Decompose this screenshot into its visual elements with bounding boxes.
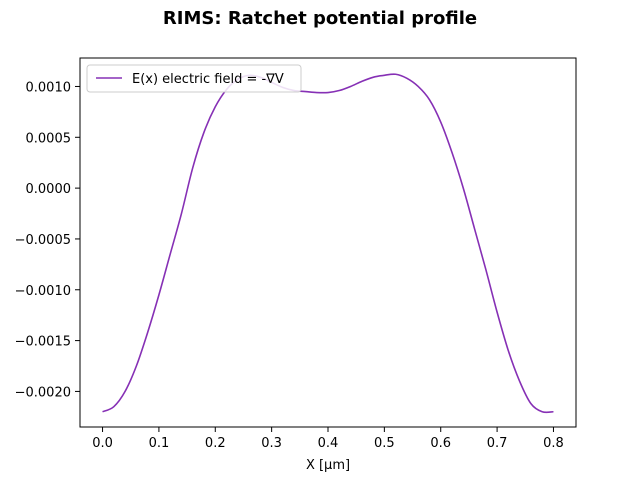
x-tick-label: 0.8 xyxy=(543,436,564,451)
legend: E(x) electric field = -∇V xyxy=(86,64,302,93)
x-tick-label: 0.7 xyxy=(487,436,508,451)
x-axis-ticks: 0.0 0.1 0.2 0.3 0.4 0.5 0.6 0.7 0.8 xyxy=(92,427,564,451)
x-axis-label: X [μm] xyxy=(306,458,350,473)
legend-box xyxy=(86,64,302,93)
plot-area xyxy=(102,73,554,414)
y-tick-label: 0.0000 xyxy=(26,182,72,197)
x-tick-label: 0.5 xyxy=(374,436,395,451)
x-tick-label: 0.1 xyxy=(149,436,170,451)
series-line-electric-field xyxy=(102,73,554,414)
y-tick-label: −0.0020 xyxy=(15,385,71,400)
y-axis-ticks: −0.0020 −0.0015 −0.0010 −0.0005 0.0000 0.0005… xyxy=(15,80,80,400)
y-tick-label: 0.0010 xyxy=(26,80,72,95)
y-tick-label: −0.0015 xyxy=(15,335,71,350)
y-tick-label: −0.0010 xyxy=(15,284,71,299)
x-tick-label: 0.3 xyxy=(261,436,282,451)
axes-frame xyxy=(79,57,577,428)
chart-title: RIMS: Ratchet potential profile xyxy=(163,8,477,29)
legend-label: E(x) electric field = -∇V xyxy=(132,72,284,87)
x-tick-label: 0.4 xyxy=(318,436,339,451)
x-tick-label: 0.2 xyxy=(205,436,226,451)
x-tick-label: 0.6 xyxy=(430,436,451,451)
y-tick-label: 0.0005 xyxy=(26,131,72,146)
x-tick-label: 0.0 xyxy=(92,436,113,451)
y-tick-label: −0.0005 xyxy=(15,233,71,248)
